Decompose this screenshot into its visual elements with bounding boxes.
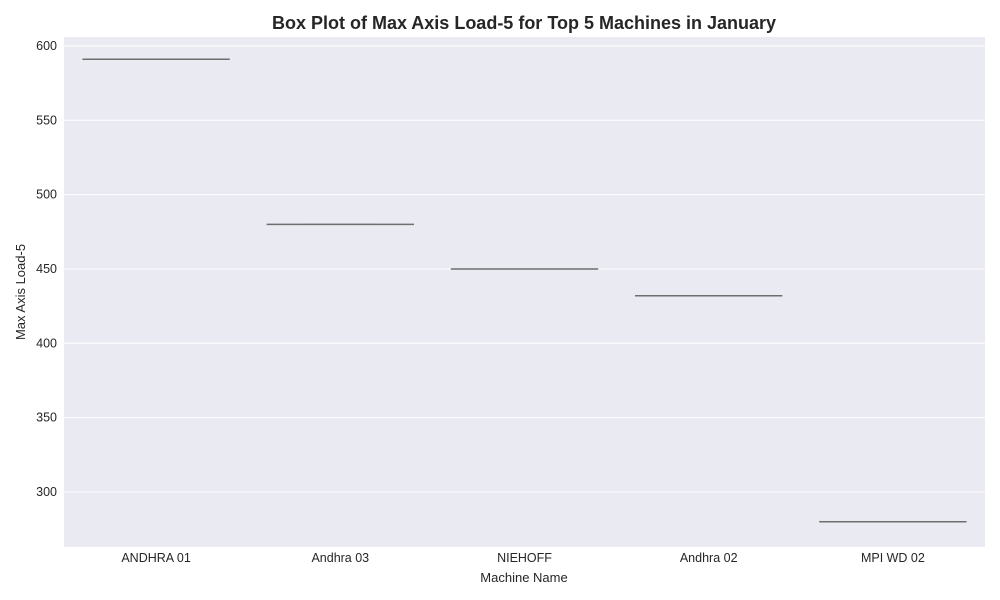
- plot-area: [64, 37, 985, 547]
- x-tick-label: NIEHOFF: [497, 551, 552, 565]
- y-tick-label: 600: [36, 39, 57, 53]
- y-tick-label: 550: [36, 113, 57, 127]
- box-series: [82, 58, 967, 523]
- x-axis-label: Machine Name: [480, 570, 567, 585]
- x-tick-label: MPI WD 02: [861, 551, 925, 565]
- x-tick-label: Andhra 03: [311, 551, 369, 565]
- y-tick-label: 450: [36, 262, 57, 276]
- x-axis-ticks: ANDHRA 01 Andhra 03 NIEHOFF Andhra 02 MPI WD…: [121, 551, 925, 565]
- x-tick-label: ANDHRA 01: [121, 551, 191, 565]
- y-axis-label: Max Axis Load-5: [13, 244, 28, 340]
- y-tick-label: 400: [36, 336, 57, 350]
- chart-title: Box Plot of Max Axis Load-5 for Top 5 Ma…: [272, 13, 776, 33]
- y-tick-label: 500: [36, 188, 57, 202]
- y-tick-label: 350: [36, 411, 57, 425]
- y-tick-label: 300: [36, 485, 57, 499]
- x-tick-label: Andhra 02: [680, 551, 738, 565]
- y-axis-ticks: 300 350 400 450 500 550 600: [36, 39, 57, 499]
- y-gridlines: [64, 45, 985, 493]
